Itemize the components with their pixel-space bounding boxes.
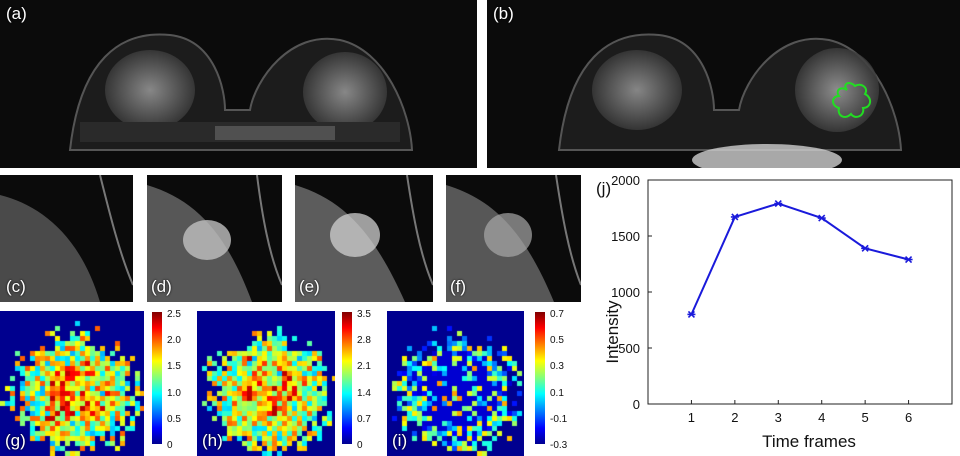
data-point	[774, 199, 783, 208]
mri-panel-c: (c)	[0, 175, 133, 302]
colorbar-tick: 0	[357, 440, 363, 451]
chart-axes	[647, 179, 953, 405]
panel-label-d: (d)	[151, 277, 172, 296]
colorbar-tick: 0	[167, 440, 173, 451]
y-axis-label: Intensity	[603, 300, 622, 364]
colorbar-tick: 2.0	[167, 335, 181, 346]
colorbar-tick: 0.1	[550, 388, 564, 399]
colorbar-tick: 2.5	[167, 309, 181, 320]
panel-label-g: (g)	[5, 431, 26, 450]
x-tick-label: 5	[862, 410, 869, 425]
colorbar-tick: 0.3	[550, 361, 564, 372]
panel-label-j: (j)	[596, 179, 611, 198]
mri-panel-f: (f)	[446, 175, 581, 302]
colorbar-i	[535, 312, 545, 444]
x-tick-label: 2	[731, 410, 738, 425]
panel-label-h: (h)	[202, 431, 223, 450]
y-tick-label: 2000	[611, 173, 640, 188]
panel-label-b: (b)	[493, 4, 514, 23]
mri-image-a	[68, 33, 414, 151]
panel-label-a: (a)	[6, 4, 27, 23]
mri-panel-e: (e)	[295, 175, 433, 302]
series-line	[690, 202, 909, 315]
mri-image-b	[557, 33, 903, 168]
heatmap-panel-g: (g)	[0, 311, 144, 456]
colorbar-tick: 1.5	[167, 361, 181, 372]
colorbar-tick: -0.1	[550, 414, 568, 425]
panel-label-c: (c)	[6, 277, 26, 296]
panel-label-e: (e)	[299, 277, 320, 296]
colorbar-tick: 0.5	[550, 335, 564, 346]
colorbar-h	[342, 312, 352, 444]
colorbar-tick: 0.7	[550, 309, 564, 320]
chart-series	[687, 199, 913, 318]
x-tick-label: 6	[905, 410, 912, 425]
colorbar-tick: 2.8	[357, 335, 371, 346]
mri-image-d	[147, 175, 282, 302]
chart-ticks: 1 2 3 4 5 6 0 500 1000 1500 2000	[611, 173, 912, 425]
mri-panel-b: (b)	[487, 0, 960, 168]
y-tick-label: 1500	[611, 229, 640, 244]
y-tick-label: 0	[633, 397, 640, 412]
x-axis-label: Time frames	[762, 432, 856, 451]
data-point	[861, 244, 870, 252]
heatmap-panel-h: (h)	[197, 311, 335, 456]
heatmap-g	[0, 311, 144, 456]
roi-outline	[832, 82, 871, 118]
panel-label-f: (f)	[450, 277, 467, 296]
y-tick-label: 500	[618, 341, 640, 356]
colorbar-tick: 0.7	[357, 414, 371, 425]
panel-label-i: (i)	[392, 431, 408, 450]
mri-image-f	[446, 175, 581, 302]
mri-panel-a: (a)	[0, 0, 477, 168]
mri-image-e	[295, 175, 433, 302]
plot-frame	[647, 179, 953, 405]
x-tick-label: 1	[688, 410, 695, 425]
data-point	[904, 255, 913, 264]
mri-panel-d: (d)	[147, 175, 282, 302]
colorbar-tick: 0.5	[167, 414, 181, 425]
x-tick-label: 4	[818, 410, 825, 425]
data-point	[817, 214, 826, 222]
colorbar-tick: -0.3	[550, 440, 568, 451]
intensity-line-chart: (j) Intensity Time frames 1 2 3 4 5 6 0 500 1000…	[596, 173, 953, 451]
heatmap-panel-i: (i)	[387, 311, 524, 456]
x-tick-label: 3	[775, 410, 782, 425]
data-point	[730, 213, 739, 221]
mri-image-c	[0, 175, 133, 302]
colorbar-g	[152, 312, 162, 444]
y-tick-label: 1000	[611, 285, 640, 300]
colorbar-tick: 3.5	[357, 309, 371, 320]
colorbar-tick: 1.4	[357, 388, 371, 399]
data-point	[687, 310, 696, 318]
colorbar-tick: 2.1	[357, 361, 371, 372]
colorbar-tick: 1.0	[167, 388, 181, 399]
heatmap-i	[387, 311, 524, 456]
heatmap-h	[197, 311, 335, 456]
